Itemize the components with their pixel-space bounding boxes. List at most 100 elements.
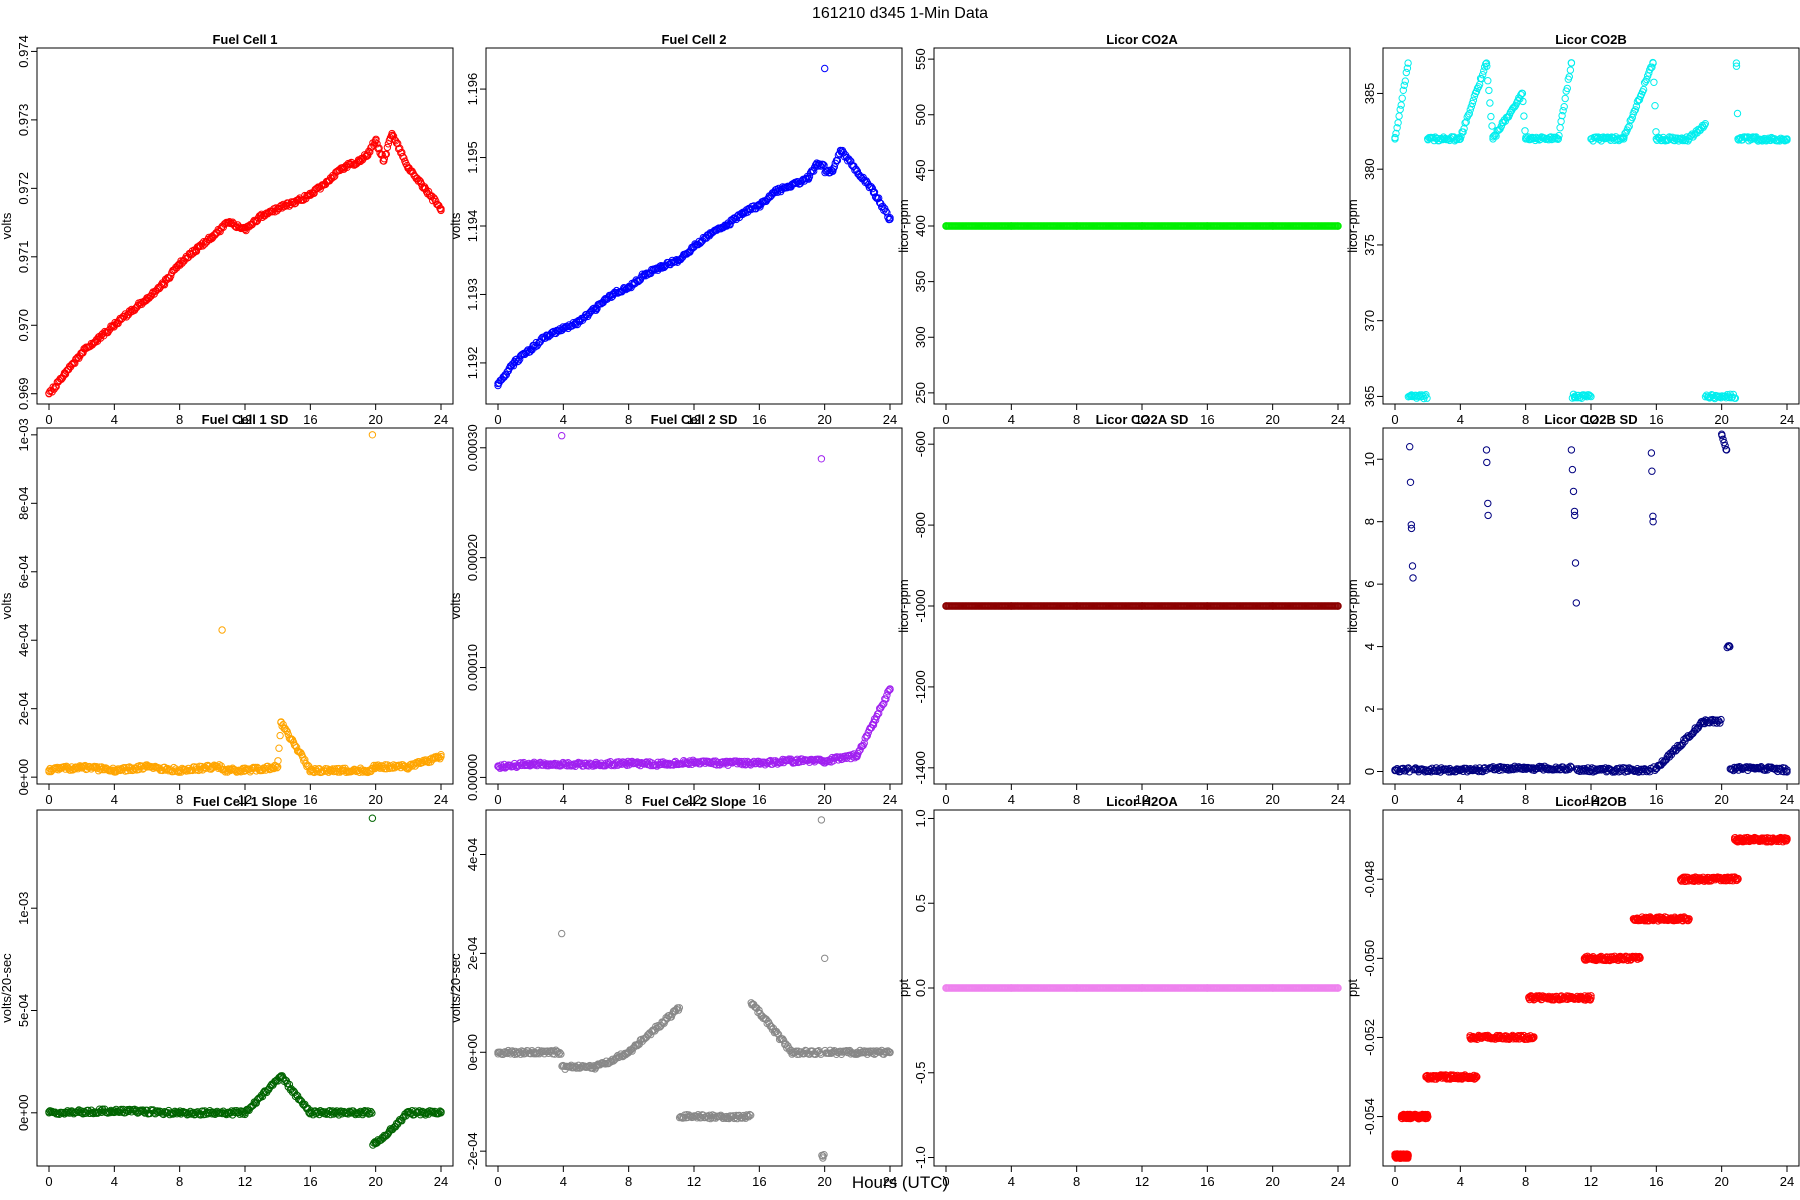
- data-point: [339, 164, 347, 172]
- data-point: [1649, 59, 1657, 67]
- data-points: [45, 814, 445, 1149]
- data-point: [853, 167, 861, 175]
- x-tick-label: 0: [45, 412, 52, 427]
- data-point: [1550, 133, 1558, 142]
- data-point: [1393, 124, 1401, 132]
- data-point: [276, 731, 284, 740]
- data-point: [404, 763, 412, 771]
- x-tick-label: 0: [942, 792, 949, 807]
- y-axis-label: volts: [0, 212, 14, 239]
- x-tick-label: 0: [942, 412, 949, 427]
- data-point: [1488, 122, 1496, 130]
- data-point: [1558, 111, 1566, 120]
- data-point: [853, 751, 861, 760]
- data-points: [1391, 58, 1791, 403]
- data-point: [1555, 131, 1563, 140]
- x-tick-label: 20: [817, 1174, 831, 1189]
- data-point: [283, 727, 291, 736]
- y-tick-label: -1.0: [913, 1146, 928, 1168]
- data-point: [1422, 391, 1430, 399]
- data-point: [812, 160, 821, 169]
- x-tick-label: 8: [1073, 792, 1080, 807]
- x-tick-label: 4: [1008, 792, 1015, 807]
- figure-xlabel: Hours (UTC): [852, 1173, 948, 1192]
- data-point: [277, 718, 285, 727]
- data-point: [527, 345, 535, 353]
- x-tick-label: 12: [687, 1174, 701, 1189]
- data-point: [1561, 94, 1569, 103]
- y-tick-label: 1.194: [465, 210, 480, 243]
- data-point: [1559, 107, 1567, 115]
- y-tick-label: 0.00030: [465, 424, 480, 471]
- x-tick-label: 8: [1522, 412, 1529, 427]
- data-point: [1484, 77, 1492, 85]
- data-point: [804, 174, 812, 182]
- x-tick-label: 8: [176, 1174, 183, 1189]
- data-point: [1396, 105, 1404, 114]
- data-point: [559, 325, 567, 333]
- data-point: [513, 357, 522, 366]
- data-point: [282, 726, 290, 735]
- data-point: [532, 338, 540, 347]
- x-tick-label: 12: [238, 412, 252, 427]
- data-point: [739, 208, 747, 217]
- data-point: [380, 157, 388, 165]
- data-point: [1567, 446, 1576, 454]
- data-point: [1486, 99, 1494, 107]
- data-point: [625, 759, 633, 767]
- x-tick-label: 24: [1780, 792, 1794, 807]
- y-tick-label: 0.970: [16, 309, 31, 342]
- y-tick-label: 4e-04: [16, 624, 31, 657]
- data-point: [143, 294, 151, 302]
- data-point: [1484, 499, 1492, 508]
- data-point: [330, 173, 338, 181]
- data-point: [1650, 78, 1658, 87]
- x-tick-label: 8: [625, 1174, 632, 1189]
- data-point: [1677, 135, 1685, 143]
- x-tick-label: 4: [560, 412, 567, 427]
- figure-title: 161210 d345 1-Min Data: [812, 5, 988, 22]
- x-tick-label: 4: [1457, 412, 1464, 427]
- data-point: [880, 700, 888, 708]
- data-point: [821, 954, 829, 962]
- data-point: [1402, 68, 1411, 77]
- x-tick-label: 8: [1073, 1174, 1080, 1189]
- data-point: [1403, 64, 1412, 73]
- data-points: [942, 602, 1342, 610]
- y-tick-label: 1.193: [465, 278, 480, 311]
- data-point: [1467, 103, 1476, 111]
- x-tick-label: 0: [494, 792, 501, 807]
- y-tick-label: -1400: [913, 751, 928, 784]
- data-point: [510, 359, 518, 367]
- y-axis-label: licor-ppm: [1345, 579, 1360, 632]
- data-point: [1721, 392, 1729, 401]
- panel-title: Licor H2OA: [1106, 794, 1178, 809]
- y-tick-label: 500: [913, 104, 928, 126]
- data-point: [706, 758, 715, 766]
- x-tick-label: 20: [1714, 412, 1728, 427]
- x-tick-label: 24: [434, 412, 448, 427]
- y-tick-label: 0.973: [16, 104, 31, 137]
- data-point: [817, 162, 825, 170]
- x-tick-label: 20: [1265, 412, 1279, 427]
- y-tick-label: -800: [913, 512, 928, 538]
- x-tick-label: 4: [111, 412, 118, 427]
- y-tick-label: 1e-03: [16, 418, 31, 451]
- x-tick-label: 20: [1714, 1174, 1728, 1189]
- data-point: [250, 216, 259, 225]
- y-axis-label: licor-ppm: [896, 199, 911, 252]
- data-point: [632, 276, 640, 284]
- data-point: [110, 766, 119, 774]
- x-tick-label: 8: [176, 412, 183, 427]
- data-point: [1631, 106, 1640, 114]
- data-point: [882, 695, 890, 703]
- data-point: [1651, 102, 1659, 110]
- data-point: [514, 357, 523, 365]
- data-point: [608, 290, 616, 299]
- x-tick-label: 12: [1135, 1174, 1149, 1189]
- x-tick-label: 16: [1200, 792, 1214, 807]
- data-point: [1400, 81, 1409, 90]
- data-point: [866, 182, 875, 191]
